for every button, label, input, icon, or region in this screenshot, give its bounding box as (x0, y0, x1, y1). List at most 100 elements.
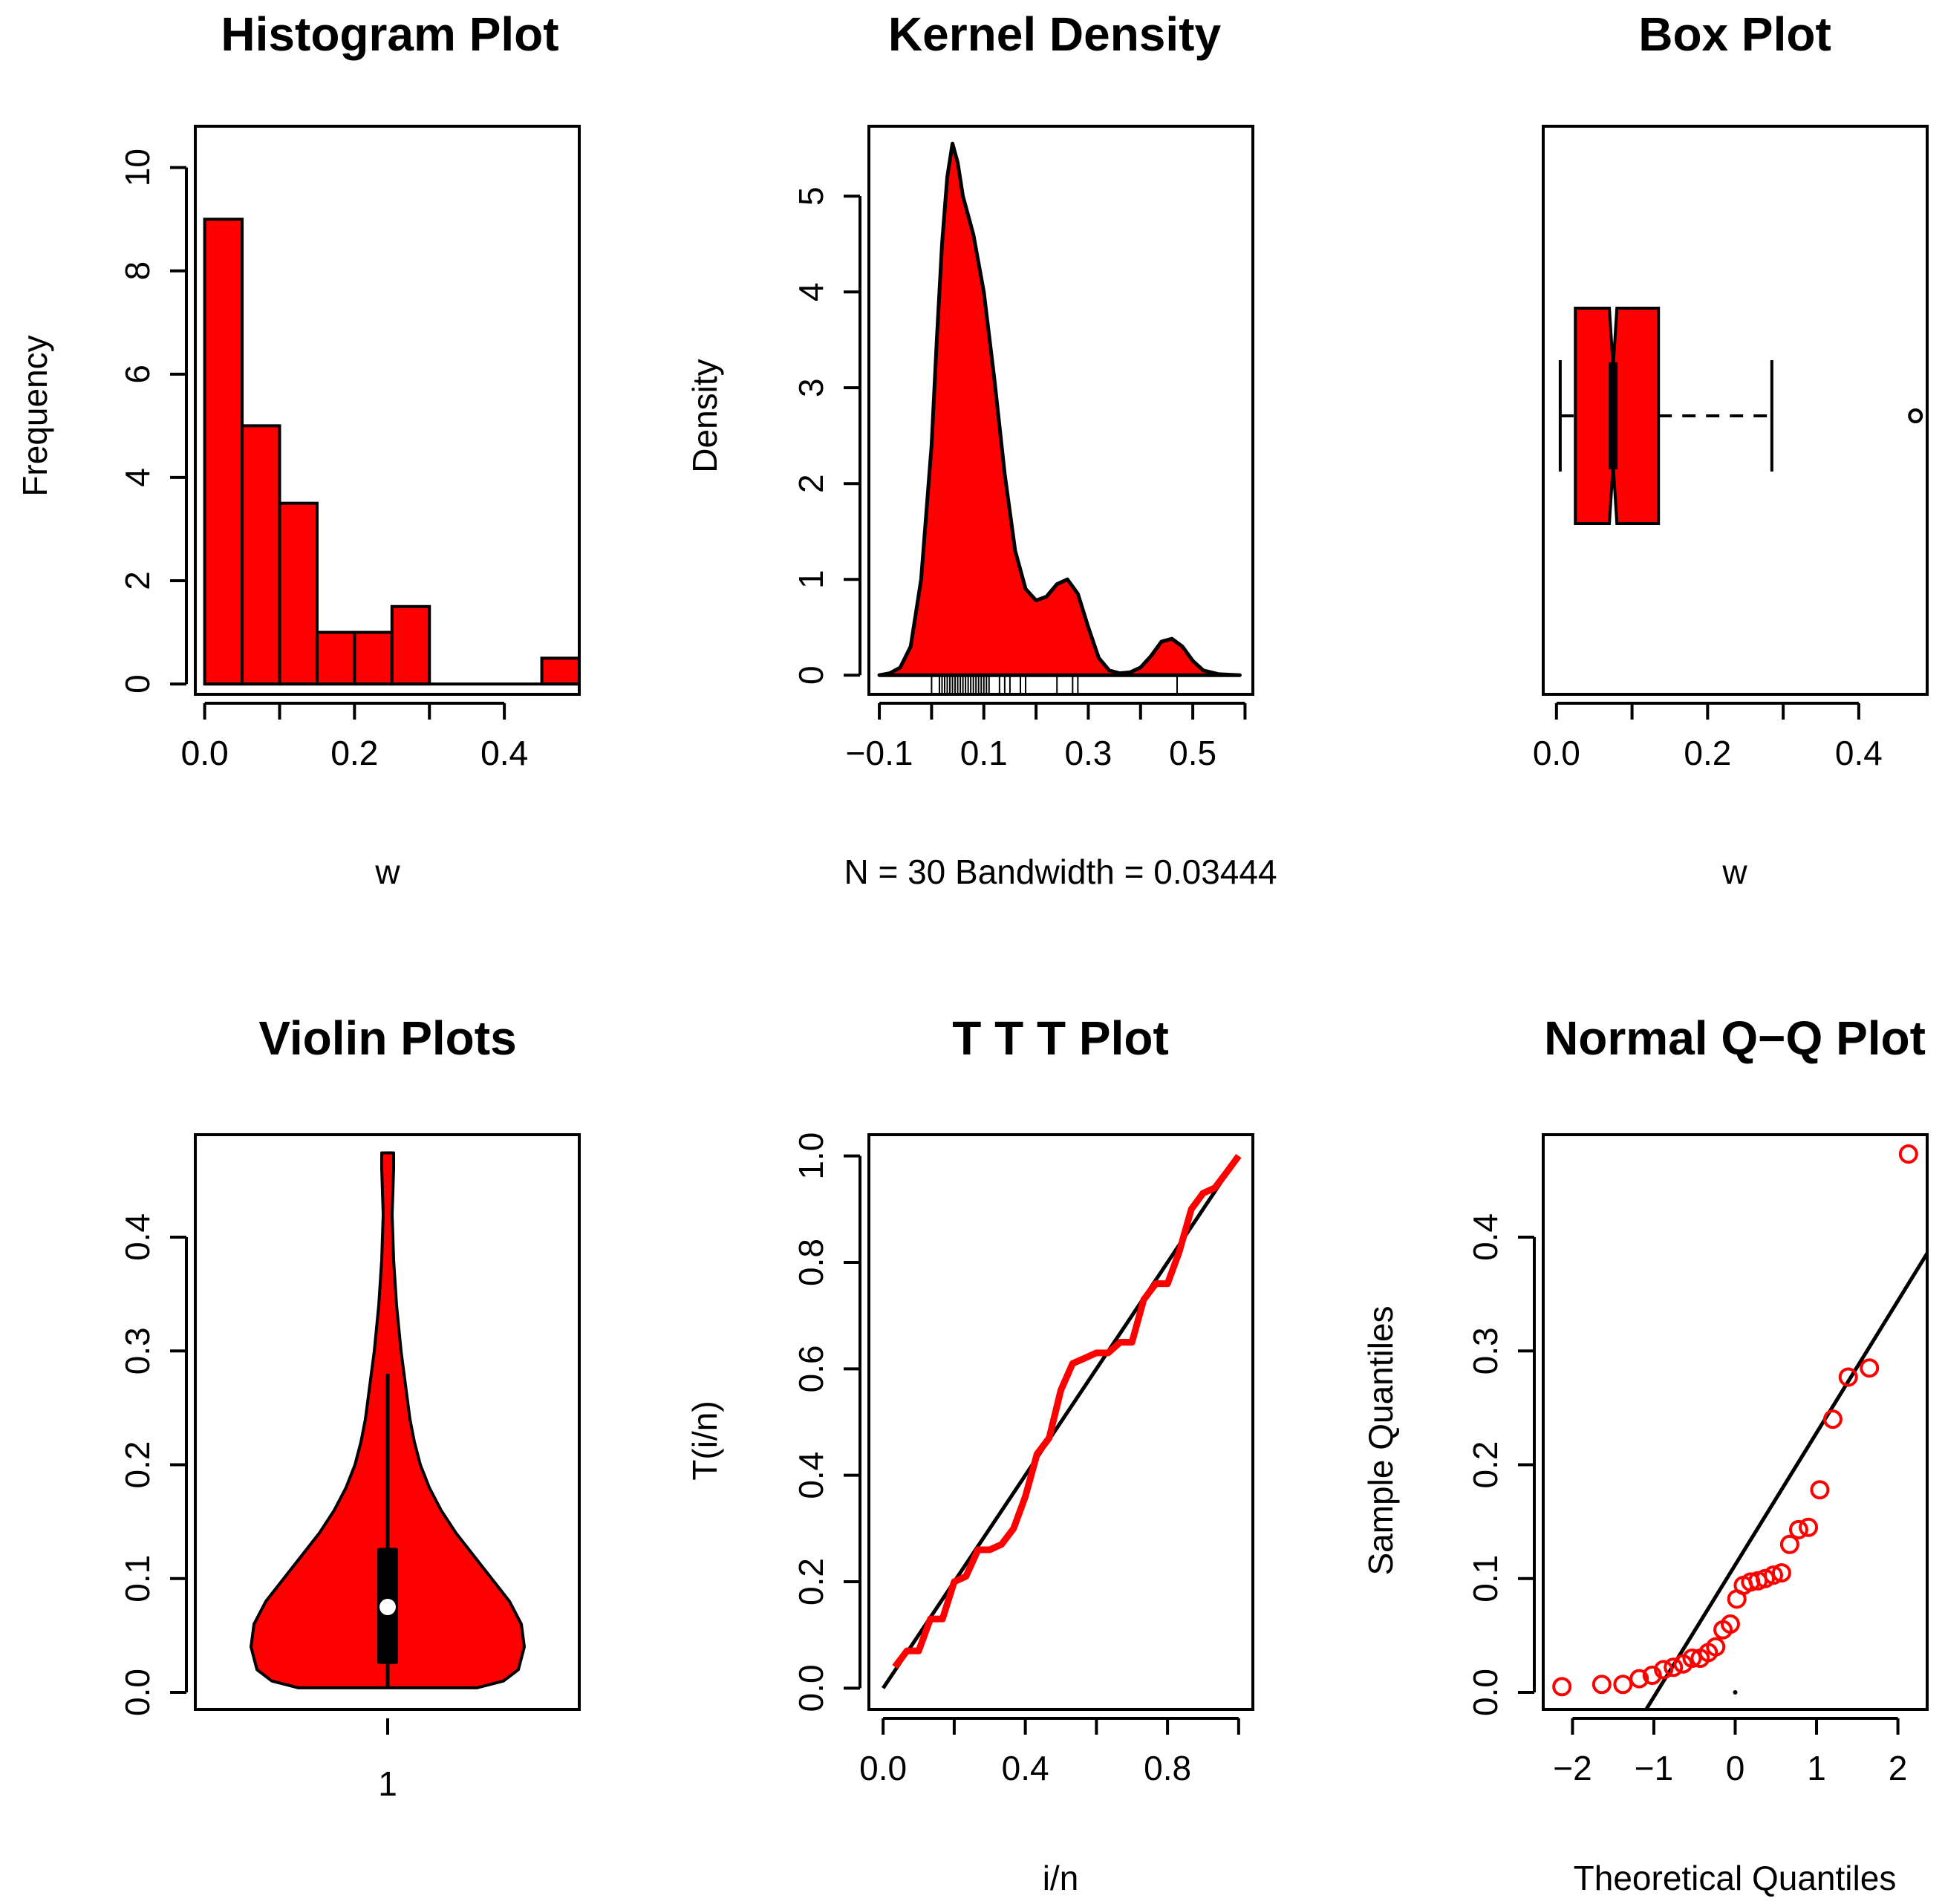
y-tick-label-4: 0.8 (792, 1239, 830, 1286)
plot-frame-violin (194, 1133, 581, 1711)
y-tick-label-4: 0.0 (792, 1664, 830, 1712)
x-tick-label-1: 0.1 (960, 734, 1008, 772)
histogram-bar (390, 604, 431, 686)
y-tick-label-0: 10 (118, 149, 157, 186)
qq-point (1642, 1666, 1662, 1686)
violin-median-dot (379, 1599, 396, 1616)
y-tick-label-5: 0.4 (1466, 1213, 1505, 1261)
histogram-bar (353, 630, 394, 686)
y-tick-label-3: 0.3 (118, 1327, 157, 1375)
qq-point (1822, 1409, 1843, 1429)
qq-point (1810, 1480, 1830, 1500)
qq-point (1799, 1517, 1819, 1537)
y-tick-label-1: 1 (792, 570, 830, 589)
y-tick-label-4: 0.6 (792, 1345, 830, 1392)
qq-point (1613, 1675, 1633, 1695)
x-tick-label-4: 0.4 (1002, 1749, 1049, 1787)
y-tick-label-3: 0.1 (118, 1555, 157, 1603)
qq-point (1860, 1358, 1880, 1378)
plot-frame-histogram (194, 125, 581, 696)
plot-frame-density (867, 125, 1254, 696)
x-tick-label-1: 0.5 (1169, 734, 1216, 772)
chart-title-0: Histogram Plot (221, 7, 558, 61)
chart-title-4: T T T Plot (952, 1011, 1169, 1065)
x-tick-label-0: 0.0 (181, 734, 229, 772)
y-axis-label-0: Frequency (16, 335, 54, 496)
y-tick-label-1: 0 (792, 665, 830, 685)
y-tick-label-5: 0.0 (1466, 1669, 1505, 1716)
y-tick-label-0: 6 (118, 365, 157, 384)
y-tick-label-4: 1.0 (792, 1132, 830, 1180)
x-tick-label-0: 0.2 (330, 734, 378, 772)
qq-point (1779, 1534, 1799, 1554)
x-tick-label-0: 0.4 (480, 734, 528, 772)
qq-point (1771, 1563, 1791, 1583)
x-tick-label-2: 0.0 (1533, 734, 1580, 772)
y-tick-label-3: 0.0 (118, 1669, 157, 1716)
y-tick-label-1: 2 (792, 474, 830, 493)
x-tick-label-3: 1 (378, 1764, 397, 1803)
x-axis-label-4: i/n (1043, 1859, 1079, 1897)
qq-point (1788, 1519, 1808, 1539)
qq-point (1763, 1565, 1783, 1585)
box-outlier-point (1908, 408, 1923, 423)
y-tick-label-5: 0.2 (1466, 1441, 1505, 1488)
plot-frame-boxplot (1542, 125, 1929, 696)
qq-point (1838, 1367, 1858, 1387)
x-axis-label-1: N = 30 Bandwidth = 0.03444 (844, 852, 1277, 891)
qq-point (1682, 1649, 1702, 1669)
x-tick-label-5: 2 (1889, 1749, 1908, 1787)
qq-point (1664, 1657, 1684, 1678)
qq-point (1720, 1614, 1740, 1634)
x-tick-label-5: 0 (1726, 1749, 1745, 1787)
y-axis-label-4: T(i/n) (685, 1401, 724, 1480)
y-tick-label-0: 8 (118, 261, 157, 281)
chart-title-3: Violin Plots (258, 1011, 516, 1065)
plot-frame-qq (1542, 1133, 1929, 1711)
y-tick-label-3: 0.4 (118, 1213, 157, 1261)
x-tick-label-2: 0.4 (1835, 734, 1883, 772)
qq-point (1898, 1144, 1918, 1164)
x-tick-label-0: 0.0 (181, 734, 229, 772)
qq-point (1706, 1637, 1726, 1657)
y-tick-label-1: 4 (792, 282, 830, 301)
ttt-curve (892, 1154, 1242, 1669)
x-axis-label-0: w (374, 852, 400, 891)
x-tick-label-4: 0.0 (859, 1749, 907, 1787)
x-tick-label-4: 0.8 (1144, 1749, 1191, 1787)
qq-point (1654, 1660, 1674, 1680)
x-tick-label-5: 1 (1807, 1749, 1826, 1787)
x-tick-label-1: −0.1 (846, 734, 913, 772)
qq-reference-line (1643, 1249, 1927, 1709)
x-tick-label-5: −1 (1635, 1749, 1673, 1787)
histogram-bar (540, 656, 581, 686)
chart-title-1: Kernel Density (888, 7, 1222, 61)
y-tick-label-4: 0.2 (792, 1558, 830, 1605)
y-tick-label-0: 2 (118, 571, 157, 590)
x-tick-label-0: 0.2 (330, 734, 378, 772)
y-tick-label-0: 4 (118, 468, 157, 487)
x-tick-label-1: 0.3 (1064, 734, 1112, 772)
y-axis-label-1: Density (685, 359, 724, 472)
qq-stray-dot (1733, 1690, 1738, 1695)
chart-title-5: Normal Q−Q Plot (1544, 1011, 1926, 1065)
qq-point (1552, 1677, 1572, 1697)
x-tick-label-2: 0.2 (1684, 734, 1731, 772)
qq-point (1591, 1675, 1612, 1695)
density-area (877, 141, 1242, 677)
y-tick-label-5: 0.3 (1466, 1327, 1505, 1375)
y-tick-label-4: 0.4 (792, 1452, 830, 1499)
plot-frame-ttt (867, 1133, 1254, 1711)
y-tick-label-5: 0.1 (1466, 1555, 1505, 1603)
y-axis-label-5: Sample Quantiles (1361, 1305, 1400, 1575)
histogram-bar (315, 630, 356, 686)
x-axis-label-5: Theoretical Quantiles (1574, 1859, 1897, 1897)
histogram-bar (203, 218, 244, 686)
y-tick-label-0: 0 (118, 674, 157, 694)
histogram-bar (241, 424, 281, 686)
chart-title-2: Box Plot (1638, 7, 1831, 61)
y-tick-label-3: 0.2 (118, 1441, 157, 1488)
x-tick-label-0: 0.4 (480, 734, 528, 772)
x-axis-label-2: w (1721, 852, 1747, 891)
